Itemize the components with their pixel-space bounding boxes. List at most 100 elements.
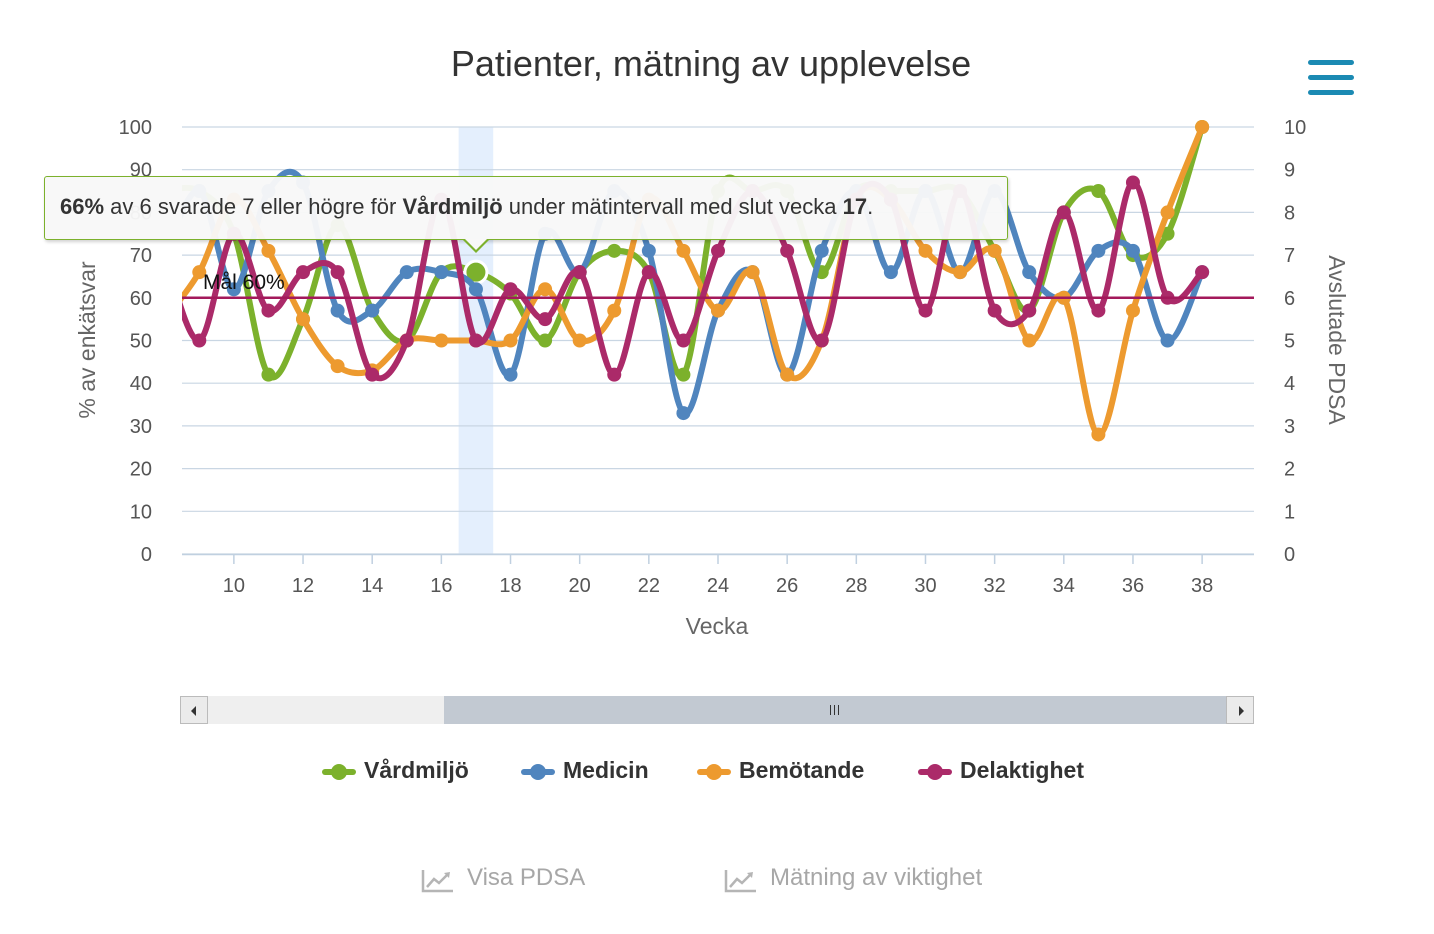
data-point — [572, 265, 587, 280]
y2-tick-label: 6 — [1284, 288, 1295, 310]
show-pdsa-label: Visa PDSA — [467, 864, 586, 891]
legend-label: Delaktighet — [960, 757, 1084, 783]
data-point — [987, 303, 1002, 318]
data-point — [607, 367, 622, 382]
line-chart-icon — [421, 870, 453, 893]
navigator-scrollbar[interactable] — [180, 696, 1254, 724]
y2-tick-label: 1 — [1284, 501, 1295, 523]
data-point — [1160, 205, 1175, 220]
data-point — [158, 312, 172, 326]
menu-icon[interactable] — [1306, 58, 1356, 100]
data-point — [365, 303, 380, 318]
data-point — [1022, 333, 1037, 348]
x-tick-label: 28 — [845, 575, 867, 597]
x-tick-label: 38 — [1191, 575, 1213, 597]
data-point — [641, 265, 656, 280]
data-point — [1056, 205, 1071, 220]
data-point — [676, 333, 691, 348]
arrow-right-icon — [1239, 706, 1244, 716]
data-point — [572, 333, 587, 348]
arrow-left-icon — [191, 706, 196, 716]
tooltip-text: . — [867, 194, 874, 219]
data-point — [330, 359, 345, 374]
data-point — [158, 248, 172, 262]
legend-marker — [530, 764, 546, 780]
y-tick-label: 40 — [130, 373, 152, 395]
y2-tick-label: 2 — [1284, 459, 1295, 481]
tooltip-value: 66% — [60, 194, 105, 219]
tooltip: 66% av 6 svarade 7 eller högre för Vårdm… — [44, 176, 1008, 240]
data-point — [365, 367, 380, 382]
grip-icon — [829, 705, 841, 715]
scroll-left-button[interactable] — [180, 696, 208, 724]
data-point — [883, 265, 898, 280]
data-point — [711, 303, 725, 318]
x-tick-label: 32 — [984, 575, 1006, 597]
data-point — [296, 265, 311, 280]
y2-tick-label: 3 — [1284, 416, 1295, 438]
legend-label: Vårdmiljö — [364, 757, 469, 783]
y2-tick-label: 8 — [1284, 202, 1295, 224]
data-point — [1195, 265, 1210, 280]
x-tick-label: 10 — [223, 575, 245, 597]
data-point — [641, 243, 656, 258]
legend-marker — [331, 764, 347, 780]
data-point — [192, 333, 207, 348]
data-point — [468, 282, 483, 297]
data-point — [503, 282, 518, 297]
data-point — [780, 243, 795, 258]
x-tick-label: 12 — [292, 575, 314, 597]
data-point — [1022, 303, 1037, 318]
x-tick-label: 22 — [638, 575, 660, 597]
data-point — [987, 243, 1002, 258]
x-tick-label: 36 — [1122, 575, 1144, 597]
legend-label: Bemötande — [739, 757, 865, 783]
x-tick-label: 24 — [707, 575, 729, 597]
data-point — [676, 406, 691, 421]
data-point — [1125, 303, 1140, 318]
scrollbar-thumb[interactable] — [444, 696, 1226, 724]
legend: Vårdmiljö Medicin Bemötande Delaktighet — [0, 756, 1434, 788]
data-point — [676, 243, 691, 258]
data-point — [918, 303, 933, 318]
data-point — [399, 333, 414, 348]
data-point — [158, 248, 172, 262]
data-point — [953, 265, 968, 280]
y2-axis-title: Avslutade PDSA — [1324, 255, 1350, 425]
data-point — [261, 303, 276, 318]
data-point — [1091, 303, 1106, 318]
tooltip-text: av 6 svarade 7 eller högre för — [104, 194, 403, 219]
y-tick-label: 0 — [141, 544, 152, 566]
data-point — [1125, 175, 1140, 190]
x-tick-label: 16 — [430, 575, 452, 597]
line-chart-icon — [724, 870, 756, 893]
data-point — [711, 243, 725, 258]
x-tick-label: 34 — [1053, 575, 1075, 597]
x-tick-label: 18 — [499, 575, 521, 597]
data-point — [1125, 243, 1140, 258]
tooltip-pointer-inner — [465, 239, 487, 250]
tooltip-text: under mätintervall med slut vecka — [502, 194, 843, 219]
data-point — [814, 333, 829, 348]
y-axis-title: % av enkätsvar — [74, 261, 100, 419]
data-point — [676, 367, 691, 382]
data-point — [1091, 243, 1106, 258]
data-point — [330, 303, 345, 318]
y2-tick-label: 4 — [1284, 373, 1295, 395]
y-tick-label: 50 — [130, 331, 152, 353]
data-point — [538, 333, 553, 348]
data-point — [1091, 427, 1106, 442]
data-point — [1160, 333, 1175, 348]
y-tick-label: 30 — [130, 416, 152, 438]
x-tick-label: 30 — [914, 575, 936, 597]
data-point — [503, 367, 518, 382]
data-point — [330, 265, 345, 280]
y2-tick-label: 10 — [1284, 117, 1306, 139]
data-point — [226, 282, 241, 297]
scroll-right-button[interactable] — [1226, 696, 1254, 724]
tooltip-series: Vårdmiljö — [402, 194, 503, 219]
series-line — [182, 124, 1206, 438]
y-tick-label: 20 — [130, 459, 152, 481]
data-point — [918, 243, 933, 258]
